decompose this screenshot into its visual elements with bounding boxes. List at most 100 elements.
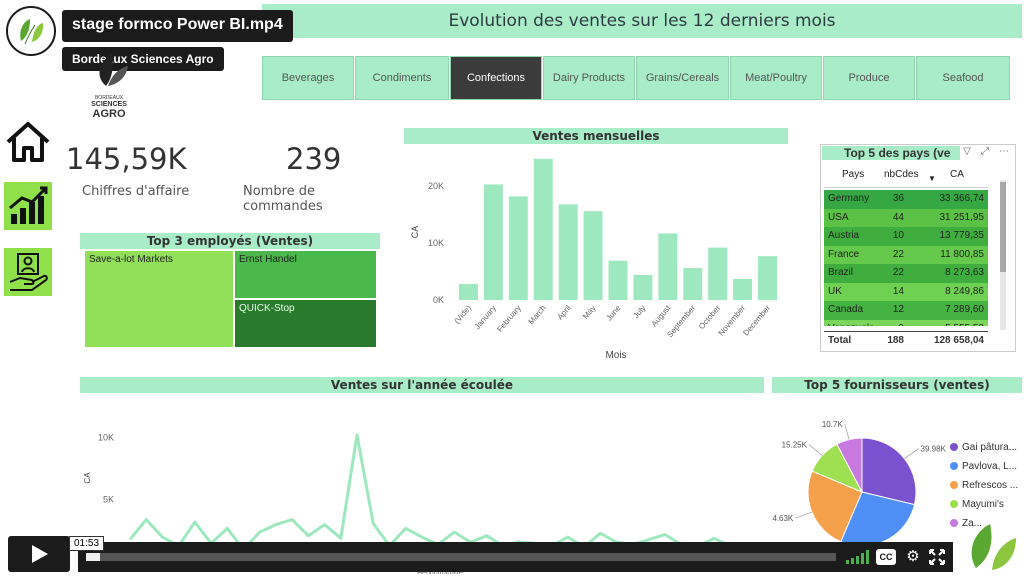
table-row[interactable]: Austria 10 13 779,35 bbox=[824, 227, 988, 246]
slicer-beverages[interactable]: Beverages bbox=[262, 56, 354, 100]
orders-label: Nombre de commandes bbox=[243, 184, 323, 214]
cell-pays: Austria bbox=[828, 230, 860, 241]
slicer-produce[interactable]: Produce bbox=[823, 56, 915, 100]
revenue-label: Chiffres d'affaire bbox=[82, 184, 190, 199]
cell-nbcdes: 44 bbox=[892, 211, 904, 223]
cell-pays: Brazil bbox=[828, 267, 854, 278]
pie-leader-line bbox=[904, 448, 919, 459]
slicer-seafood[interactable]: Seafood bbox=[916, 56, 1010, 100]
cell-pays: UK bbox=[828, 285, 842, 297]
slicer-meat-poultry[interactable]: Meat/Poultry bbox=[730, 56, 822, 100]
table-row[interactable]: Venezuela 9 5 555,52 bbox=[824, 319, 988, 326]
table-row[interactable]: UK 14 8 249,86 bbox=[824, 282, 988, 301]
x-axis-label: Hebdomadaire bbox=[417, 570, 463, 574]
more-options-icon[interactable]: ⋯ bbox=[999, 146, 1009, 157]
vimeo-brand-leaf-icon[interactable] bbox=[962, 516, 1020, 574]
bar bbox=[683, 268, 703, 300]
cell-pays: Canada bbox=[828, 304, 864, 315]
header-nbcdes[interactable]: nbCdes bbox=[884, 169, 919, 180]
cell-ca: 33 366,74 bbox=[939, 193, 985, 204]
cell-ca: 13 779,35 bbox=[939, 230, 985, 241]
total-label: Total bbox=[828, 335, 852, 346]
cell-nbcdes: 10 bbox=[892, 230, 904, 241]
treemap-tile-3[interactable]: QUICK-Stop bbox=[234, 299, 377, 348]
logo-line2: SCIENCES bbox=[91, 101, 127, 108]
y-axis-label: CA bbox=[83, 472, 92, 484]
focus-mode-icon[interactable]: ⤢ bbox=[981, 146, 989, 157]
treemap-tile-2[interactable]: Ernst Handel bbox=[234, 250, 377, 299]
legend-label: Refrescos ... bbox=[962, 480, 1019, 491]
home-icon[interactable] bbox=[4, 118, 52, 166]
header-ca[interactable]: CA bbox=[950, 169, 964, 180]
employee-hand-icon[interactable] bbox=[4, 248, 52, 296]
y-tick-label: 10K bbox=[98, 432, 114, 442]
logo-line1: BORDEAUX bbox=[94, 95, 124, 101]
legend-dot bbox=[950, 519, 958, 528]
pie-slice bbox=[836, 437, 863, 493]
bar bbox=[458, 284, 478, 300]
countries-title: Top 5 des pays (ve bbox=[822, 146, 960, 160]
legend-item[interactable]: Gai pâtura... bbox=[950, 442, 1017, 453]
table-scrollbar[interactable] bbox=[1000, 180, 1006, 330]
yearly-sales-title: Ventes sur l'année écoulée bbox=[80, 377, 764, 393]
play-button[interactable] bbox=[8, 536, 70, 572]
video-title[interactable]: stage formco Power BI.mp4 bbox=[62, 10, 293, 42]
fullscreen-icon[interactable] bbox=[928, 548, 946, 566]
pie-data-label: 15.25K bbox=[782, 441, 808, 450]
suppliers-pie-chart: 39.98K 34.63K 15.25K 10.7K bbox=[772, 420, 947, 544]
volume-icon[interactable] bbox=[846, 550, 872, 564]
sort-desc-icon[interactable]: ▼ bbox=[928, 174, 936, 183]
legend-item[interactable]: Pavlova, L... bbox=[950, 461, 1017, 472]
treemap-tile-2-label: Ernst Handel bbox=[239, 254, 297, 265]
table-row[interactable]: Brazil 22 8 273,63 bbox=[824, 264, 988, 283]
sales-chart-icon[interactable] bbox=[4, 182, 52, 230]
legend-dot bbox=[950, 481, 958, 490]
y-tick-label: 10K bbox=[428, 238, 444, 248]
table-row[interactable]: France 22 11 800,85 bbox=[824, 245, 988, 264]
captions-icon[interactable]: CC bbox=[876, 549, 896, 565]
slicer-grains-cereals[interactable]: Grains/Cereals bbox=[636, 56, 729, 100]
employees-title: Top 3 employés (Ventes) bbox=[80, 233, 380, 249]
cell-ca: 31 251,95 bbox=[939, 211, 985, 223]
slicer-confections[interactable]: Confections bbox=[450, 56, 542, 100]
header-pays[interactable]: Pays bbox=[842, 169, 865, 180]
bar bbox=[608, 260, 628, 300]
table-scroll-thumb[interactable] bbox=[1000, 182, 1006, 272]
cell-pays: Venezuela bbox=[828, 323, 875, 326]
progress-bar[interactable] bbox=[86, 553, 836, 561]
cell-ca: 5 555,52 bbox=[945, 323, 984, 326]
bar bbox=[508, 196, 528, 300]
table-row[interactable]: Canada 12 7 289,60 bbox=[824, 301, 988, 320]
slicer-dairy-products[interactable]: Dairy Products bbox=[543, 56, 635, 100]
slicer-condiments[interactable]: Condiments bbox=[355, 56, 449, 100]
bar bbox=[558, 204, 578, 300]
pie-data-label: 10.7K bbox=[822, 420, 844, 429]
table-row[interactable]: USA 44 31 251,95 bbox=[824, 208, 988, 227]
legend-item[interactable]: Mayumi's bbox=[950, 499, 1004, 510]
legend-dot bbox=[950, 500, 958, 509]
table-row[interactable]: Germany 36 33 366,74 bbox=[824, 190, 988, 209]
filter-icon[interactable]: ▽ bbox=[963, 146, 971, 157]
legend-label: Mayumi's bbox=[962, 499, 1004, 510]
treemap-tile-1[interactable]: Save-a-lot Markets bbox=[84, 250, 234, 348]
cell-nbcdes: 12 bbox=[892, 304, 904, 315]
legend-label: Gai pâtura... bbox=[962, 442, 1018, 453]
legend-label: Za... bbox=[962, 518, 983, 529]
pie-leader-line bbox=[844, 423, 850, 440]
time-indicator: 01:53 bbox=[69, 536, 105, 551]
total-nb: 188 bbox=[887, 335, 904, 346]
pie-slice bbox=[840, 491, 916, 544]
legend-item[interactable]: Refrescos ... bbox=[950, 480, 1018, 491]
settings-gear-icon[interactable]: ⚙ bbox=[906, 548, 920, 565]
report-title-band: Evolution des ventes sur les 12 derniers… bbox=[262, 4, 1022, 38]
bar bbox=[733, 278, 753, 300]
x-tick-label: October bbox=[697, 303, 722, 331]
channel-avatar[interactable] bbox=[6, 6, 56, 56]
legend-item[interactable]: Za... bbox=[950, 518, 982, 529]
cell-pays: Germany bbox=[828, 193, 870, 204]
cell-nbcdes: 36 bbox=[892, 193, 904, 204]
logo-line3: AGRO bbox=[92, 108, 126, 120]
x-tick-label: August bbox=[649, 303, 672, 328]
sales-line-series bbox=[128, 433, 731, 551]
